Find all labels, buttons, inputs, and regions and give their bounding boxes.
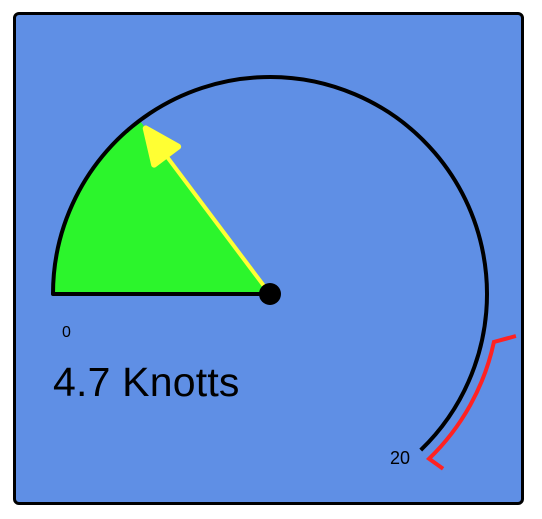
gauge-warning-zone xyxy=(425,334,517,471)
gauge-needle xyxy=(162,151,272,296)
gauge-max-label: 20 xyxy=(390,448,411,468)
gauge-scale-arc xyxy=(51,75,489,452)
gauge-value-fill xyxy=(53,120,270,294)
speed-readout: 4.7 Knotts xyxy=(53,359,240,405)
gauge-min-label: 0 xyxy=(62,324,71,341)
gauge-hub xyxy=(259,283,281,305)
needle-arrow-icon xyxy=(142,125,182,168)
